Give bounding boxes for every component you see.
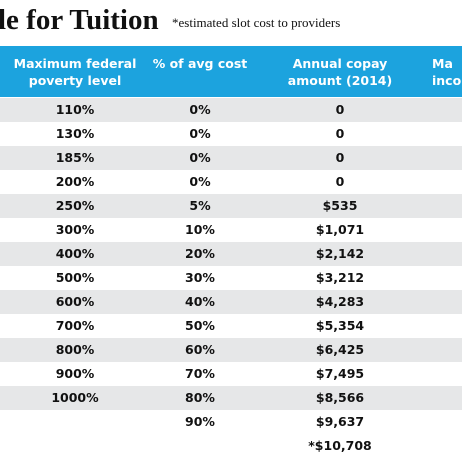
table-cell: 80% — [185, 390, 215, 405]
header-line: Annual copay — [292, 56, 388, 71]
table-cell: $2,142 — [315, 246, 365, 261]
table-row: 250% 5% $535 — [0, 194, 462, 218]
table-cell: 110% — [55, 102, 95, 117]
table-row: 1000% 80% $8,566 — [0, 386, 462, 410]
table-cell: 200% — [55, 174, 95, 189]
table-row: 600% 40% $4,283 — [0, 290, 462, 314]
table-cell: 40% — [185, 294, 215, 309]
column-header: Maximum federal poverty level — [14, 55, 137, 89]
table-row: 700% 50% $5,354 — [0, 314, 462, 338]
table-cell: 5% — [189, 198, 211, 213]
table-row: 185% 0% 0 — [0, 146, 462, 170]
title: le for Tuition — [0, 4, 159, 36]
table-cell: 1000% — [51, 390, 99, 405]
table-cell: $6,425 — [315, 342, 365, 357]
table-cell: $9,637 — [315, 414, 365, 429]
header-line: inco — [432, 73, 462, 88]
table-cell: 600% — [55, 294, 95, 309]
table-cell: *$10,708 — [308, 438, 372, 453]
table-cell: 20% — [185, 246, 215, 261]
table-cell: $3,212 — [315, 270, 365, 285]
table-cell: 900% — [55, 366, 95, 381]
table-cell: 400% — [55, 246, 95, 261]
table-row: 400% 20% $2,142 — [0, 242, 462, 266]
table-row: 300% 10% $1,071 — [0, 218, 462, 242]
table-cell: $4,283 — [315, 294, 365, 309]
table-cell: 0% — [189, 150, 211, 165]
table-row: 110% 0% 0 — [0, 98, 462, 122]
table-header: Maximum federal poverty level % of avg cos… — [0, 46, 462, 97]
table-cell: 10% — [185, 222, 215, 237]
table-row: 200% 0% 0 — [0, 170, 462, 194]
table-cell: 0% — [189, 174, 211, 189]
column-header: Annual copay amount (2014) — [288, 55, 392, 89]
table-cell: 90% — [185, 414, 215, 429]
table-row: 900% 70% $7,495 — [0, 362, 462, 386]
table-row: 90% $9,637 — [0, 410, 462, 434]
table-cell: 0 — [335, 150, 345, 165]
table-cell: 250% — [55, 198, 95, 213]
header-line: Ma — [432, 56, 453, 71]
table-cell: 0 — [335, 174, 345, 189]
header-line: Maximum federal — [13, 56, 137, 71]
table-cell: 0% — [189, 102, 211, 117]
header-line: poverty level — [28, 73, 122, 88]
table-cell: 800% — [55, 342, 95, 357]
table-cell: $8,566 — [315, 390, 365, 405]
table-row: 500% 30% $3,212 — [0, 266, 462, 290]
table-cell: 70% — [185, 366, 215, 381]
column-header: % of avg cost — [153, 55, 248, 72]
table-row: 130% 0% 0 — [0, 122, 462, 146]
table-row: 800% 60% $6,425 — [0, 338, 462, 362]
table-cell: $1,071 — [315, 222, 365, 237]
table-cell: 60% — [185, 342, 215, 357]
table-cell: 130% — [55, 126, 95, 141]
table-cell: $5,354 — [315, 318, 365, 333]
note: *estimated slot cost to providers — [172, 15, 341, 30]
table-cell: 0% — [189, 126, 211, 141]
table-cell: 30% — [185, 270, 215, 285]
table-cell: 0 — [335, 126, 345, 141]
table-cell: 700% — [55, 318, 95, 333]
column-header: Ma inco — [432, 55, 461, 89]
table-cell: 300% — [55, 222, 95, 237]
header-line: amount (2014) — [287, 73, 393, 88]
table-cell: $7,495 — [315, 366, 365, 381]
table-cell: $535 — [322, 198, 358, 213]
table-cell: 500% — [55, 270, 95, 285]
table-cell: 50% — [185, 318, 215, 333]
table-cell: 0 — [335, 102, 345, 117]
table-cell: 185% — [55, 150, 95, 165]
header-line: % of avg cost — [152, 56, 248, 71]
table-row: *$10,708 — [0, 434, 462, 458]
